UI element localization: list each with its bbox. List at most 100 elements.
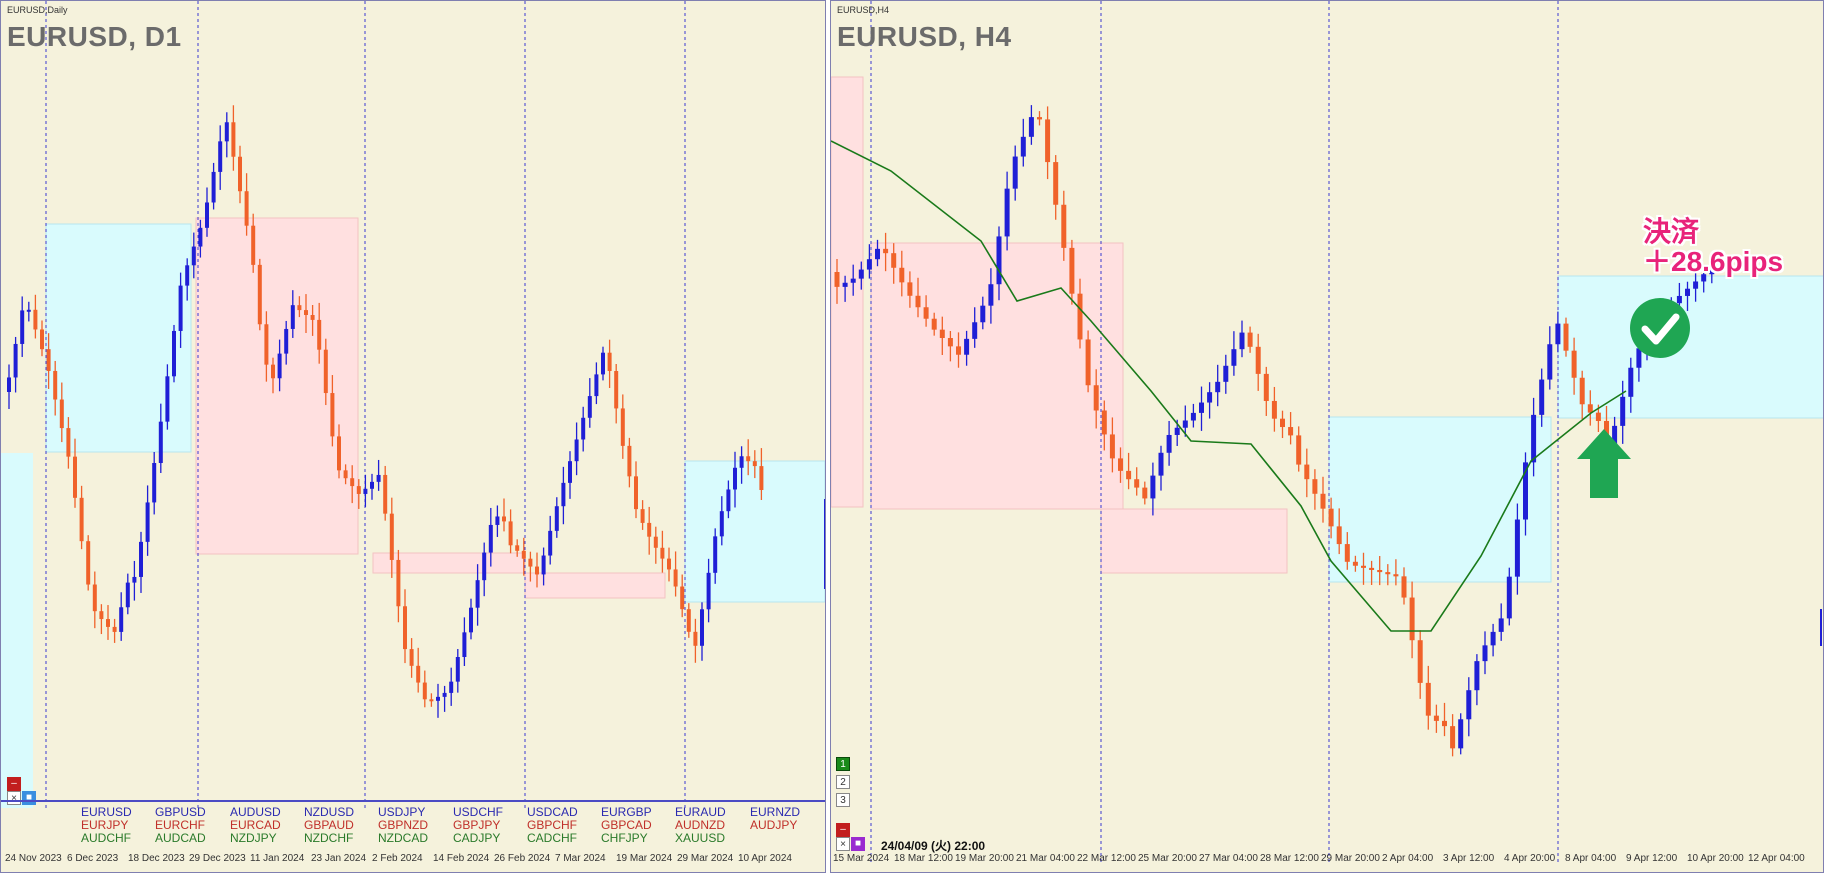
symbol-link[interactable]: NZDCAD [378,831,428,845]
daily-chart-canvas[interactable] [1,1,826,873]
bull-candle [1150,475,1156,499]
bear-candle [79,497,84,542]
bear-candle [343,470,348,479]
bull-candle [178,285,183,331]
chart-panel-h4[interactable]: EURUSD,H4 EURUSD, H4 決済 ＋28.6pips 1 2 3 … [830,0,1824,873]
close-icon[interactable]: × [836,837,850,851]
symbol-link[interactable]: GBPUSD [155,805,206,819]
bear-candle [1255,346,1261,374]
bear-candle [59,399,64,429]
symbol-link[interactable]: CADCHF [527,831,577,845]
symbol-link[interactable]: EURNZD [750,805,800,819]
h4-chart-canvas[interactable] [831,1,1824,873]
bear-candle [297,305,302,311]
symbol-link[interactable]: GBPJPY [453,818,501,832]
symbol-link[interactable]: CADJPY [453,831,501,845]
bear-candle [899,267,905,283]
bull-candle [706,572,711,610]
bear-candle [304,310,308,315]
symbol-link[interactable]: NZDUSD [304,805,354,819]
minimize-icon[interactable]: – [836,823,850,837]
tab-3[interactable]: 3 [836,793,850,807]
symbol-link[interactable]: GBPAUD [304,818,354,832]
symbol-link[interactable]: NZDJPY [230,831,277,845]
bull-candle [1685,288,1690,296]
bull-candle [1199,402,1204,413]
bear-candle [1053,162,1059,205]
bear-candle [667,558,671,570]
symbol-link[interactable]: USDCHF [453,805,503,819]
bull-candle [1636,348,1642,368]
bull-candle [1207,392,1213,403]
time-label: 18 Dec 2023 [128,853,185,864]
chart-panel-daily[interactable]: EURUSD,Daily EURUSD, D1 – × ■ EURUSD EURJ… [0,0,826,873]
bull-candle [1539,379,1545,415]
bull-candle [996,236,1002,285]
minimize-icon[interactable]: – [7,777,21,791]
bear-candle [53,370,58,400]
bull-candle [972,322,978,339]
bear-candle [86,541,91,585]
bull-candle [475,580,480,608]
symbol-link[interactable]: AUDJPY [750,818,798,832]
bear-candle [416,665,421,683]
symbol-link[interactable]: AUDCHF [81,831,131,845]
symbol-link[interactable]: GBPNZD [378,818,429,832]
bull-candle [1498,618,1504,632]
symbol-link[interactable]: EURUSD [81,805,132,819]
symbol-link[interactable]: EURCAD [230,818,281,832]
tab-2[interactable]: 2 [836,775,850,789]
bear-candle [680,586,685,610]
symbol-link[interactable]: AUDCAD [155,831,206,845]
symbol-link[interactable]: NZDCHF [304,831,354,845]
symbol-link[interactable]: GBPCAD [601,818,652,832]
symbol-link[interactable]: EURJPY [81,818,129,832]
chart-title: EURUSD, D1 [7,21,182,52]
bull-candle [1004,188,1010,237]
bear-candle [907,282,913,296]
bull-candle [733,467,737,490]
bull-candle [587,396,592,418]
bear-candle [620,408,625,446]
bull-candle [1231,349,1237,366]
symbol-link[interactable]: XAUUSD [675,831,726,845]
bear-candle [310,315,315,320]
symbol-link[interactable]: AUDNZD [675,818,725,832]
bull-candle [875,248,880,260]
bull-candle [20,310,25,344]
bull-candle [1531,414,1537,463]
time-label: 2 Apr 04:00 [1382,853,1434,864]
symbol-link[interactable]: GBPCHF [527,818,578,832]
time-label: 9 Apr 12:00 [1626,853,1678,864]
symbol-link[interactable]: USDJPY [378,805,426,819]
bull-candle [165,376,170,422]
watchlist-col: EURAUD AUDNZD XAUUSD [675,806,726,845]
supply-zone [195,217,359,555]
bear-candle [383,474,388,514]
time-label: 18 Mar 12:00 [894,853,953,864]
symbol-link[interactable]: CHFJPY [601,831,648,845]
bear-candle [92,584,97,612]
check-circle-icon [1630,298,1690,358]
symbol-link[interactable]: EURCHF [155,818,205,832]
bear-candle [244,191,249,226]
bear-candle [915,295,921,308]
bear-candle [1361,565,1366,568]
bull-candle [139,541,143,577]
time-label: 14 Feb 2024 [433,853,490,864]
bear-candle [686,609,691,632]
bull-candle [198,227,203,247]
bull-candle [561,482,566,507]
menu-icon[interactable]: ■ [851,837,865,851]
symbol-link[interactable]: EURAUD [675,805,726,819]
bear-candle [1385,572,1391,575]
bull-candle [850,278,856,283]
bear-candle [1263,373,1269,401]
symbol-link[interactable]: EURGBP [601,805,652,819]
tab-1[interactable]: 1 [836,757,850,771]
symbol-link[interactable]: USDCAD [527,805,578,819]
bull-candle [1506,576,1512,619]
bear-candle [883,248,889,254]
symbol-link[interactable]: AUDUSD [230,805,281,819]
time-label: 10 Apr 2024 [738,853,792,864]
